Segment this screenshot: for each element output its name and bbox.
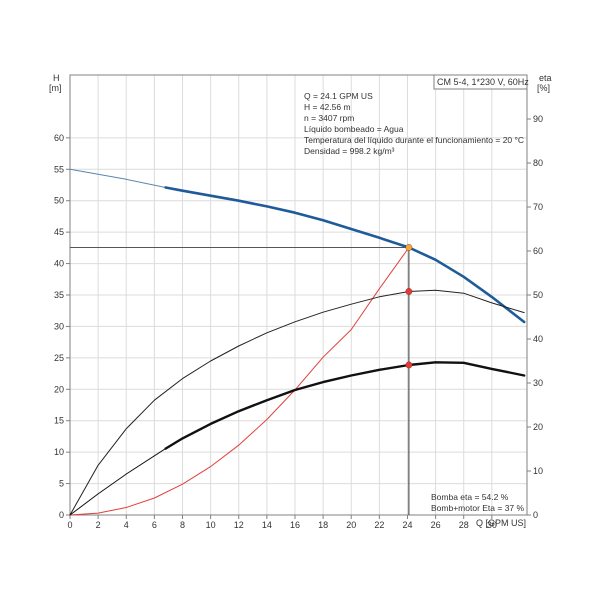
y-left-label-symbol: H xyxy=(53,73,60,83)
right-axis-ticks: 0 10 20 30 40 50 60 70 80 90 xyxy=(527,114,543,520)
y-left-tick-label-4: 20 xyxy=(54,384,64,394)
x-tick-label-1: 2 xyxy=(96,520,101,530)
y-right-tick-label-1: 10 xyxy=(533,466,543,476)
x-axis-label: Q [GPM US] xyxy=(476,518,526,528)
x-tick-label-10: 20 xyxy=(346,520,356,530)
y-left-tick-label-2: 10 xyxy=(54,447,64,457)
efficiency-info: Bomba eta = 54.2 % Bomb+motor Eta = 37 % xyxy=(431,492,525,513)
y-right-label-unit: [%] xyxy=(537,83,550,93)
y-right-tick-label-9: 90 xyxy=(533,114,543,124)
y-left-tick-label-11: 55 xyxy=(54,164,64,174)
y-right-tick-label-7: 70 xyxy=(533,202,543,212)
x-tick-label-8: 16 xyxy=(290,520,300,530)
y-left-tick-label-5: 25 xyxy=(54,353,64,363)
x-tick-label-4: 8 xyxy=(180,520,185,530)
y-left-tick-label-6: 30 xyxy=(54,321,64,331)
operating-point-marker-2 xyxy=(405,361,413,369)
info-head: H = 42.56 m xyxy=(304,102,351,112)
y-right-tick-label-5: 50 xyxy=(533,290,543,300)
operating-point-marker-1 xyxy=(405,288,413,295)
y-left-tick-label-3: 15 xyxy=(54,416,64,426)
y-right-tick-label-4: 40 xyxy=(533,334,543,344)
x-axis-ticks: 0 2 4 6 8 10 12 14 16 18 20 22 24 26 28 30 xyxy=(67,515,497,530)
info-liquid: Líquido bombeado = Agua xyxy=(304,124,404,134)
chart-title: CM 5-4, 1*230 V, 60Hz xyxy=(437,77,529,87)
title-box xyxy=(433,74,528,90)
series-line-3 xyxy=(69,289,525,516)
x-tick-label-11: 22 xyxy=(374,520,384,530)
x-tick-label-14: 28 xyxy=(459,520,469,530)
grid-lines xyxy=(70,75,527,515)
series-line-4 xyxy=(69,448,167,516)
operating-point-marker-0 xyxy=(405,244,413,251)
x-tick-label-0: 0 xyxy=(67,520,72,530)
left-axis-ticks: 0 5 10 15 20 25 30 35 40 45 50 55 60 xyxy=(54,133,70,520)
y-right-tick-label-6: 60 xyxy=(533,246,543,256)
info-temperature: Temperatura del líquido durante el funci… xyxy=(304,135,524,145)
y-left-tick-label-10: 50 xyxy=(54,196,64,206)
duty-point-lines xyxy=(70,246,410,515)
series-line-1 xyxy=(164,186,526,324)
info-density: Densidad = 998.2 kg/m³ xyxy=(304,146,395,156)
y-left-tick-label-7: 35 xyxy=(54,290,64,300)
x-tick-label-9: 18 xyxy=(318,520,328,530)
operating-info: Q = 24.1 GPM US H = 42.56 m n = 3407 rpm… xyxy=(304,91,524,156)
y-left-tick-label-0: 0 xyxy=(59,510,64,520)
series-line-5 xyxy=(164,361,526,450)
y-right-tick-label-2: 20 xyxy=(533,422,543,432)
x-tick-label-12: 24 xyxy=(402,520,412,530)
y-right-tick-label-0: 0 xyxy=(533,510,538,520)
x-tick-label-15: 30 xyxy=(487,520,497,530)
x-tick-label-3: 6 xyxy=(152,520,157,530)
y-right-tick-label-8: 80 xyxy=(533,158,543,168)
y-left-tick-label-12: 60 xyxy=(54,133,64,143)
series-group xyxy=(69,168,526,516)
marker-group xyxy=(405,244,413,369)
x-tick-label-2: 4 xyxy=(124,520,129,530)
y-left-tick-label-9: 45 xyxy=(54,227,64,237)
y-left-tick-label-8: 40 xyxy=(54,259,64,269)
y-right-label-symbol: eta xyxy=(539,73,552,83)
x-tick-label-6: 12 xyxy=(234,520,244,530)
info-flow: Q = 24.1 GPM US xyxy=(304,91,373,101)
info-speed: n = 3407 rpm xyxy=(304,113,354,123)
y-left-label-unit: [m] xyxy=(49,83,62,93)
x-tick-label-7: 14 xyxy=(262,520,272,530)
pump-efficiency-text: Bomba eta = 54.2 % xyxy=(431,492,509,502)
x-tick-label-5: 10 xyxy=(206,520,216,530)
x-tick-label-13: 26 xyxy=(431,520,441,530)
motor-efficiency-text: Bomb+motor Eta = 37 % xyxy=(431,503,525,513)
y-left-tick-label-1: 5 xyxy=(59,479,64,489)
series-line-0 xyxy=(69,168,167,188)
y-right-tick-label-3: 30 xyxy=(533,378,543,388)
series-line-2 xyxy=(69,247,410,516)
